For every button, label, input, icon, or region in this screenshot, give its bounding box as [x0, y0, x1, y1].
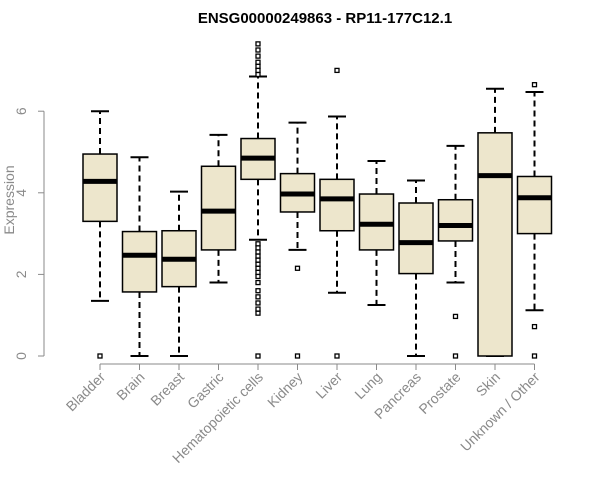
box-prostate [437, 144, 474, 359]
outlier-point [452, 313, 459, 320]
outlier-point [255, 249, 261, 255]
x-tick-label: Breast [147, 369, 187, 409]
outlier-point [255, 71, 261, 78]
outlier-point [452, 353, 459, 359]
iqr-box [477, 132, 513, 357]
outlier-point [255, 288, 261, 294]
box-lung [358, 159, 395, 306]
outlier-point [255, 310, 261, 316]
outlier-point [531, 323, 538, 330]
outlier-point [255, 41, 261, 47]
outlier-point [255, 306, 261, 312]
outlier-point [334, 67, 340, 74]
box-breast [161, 190, 197, 357]
outlier-point [531, 353, 538, 359]
outlier-point [255, 241, 261, 247]
outlier-point [255, 67, 261, 74]
outlier-point [255, 253, 261, 259]
outlier-point [255, 273, 261, 280]
outlier-point [255, 59, 261, 65]
chart-title: ENSG00000249863 - RP11-177C12.1 [198, 10, 452, 27]
box-hematopoietic-cells [240, 41, 276, 359]
iqr-box [200, 165, 237, 251]
outlier-point [294, 353, 301, 359]
box-kidney [279, 121, 316, 359]
x-tick-label: Liver [312, 369, 345, 402]
iqr-box [82, 153, 118, 223]
outlier-point [255, 265, 261, 271]
outlier-point [294, 265, 301, 271]
iqr-box [437, 198, 474, 242]
box-liver [319, 67, 355, 359]
box-group [82, 41, 553, 359]
outlier-point [255, 269, 261, 276]
outlier-point [255, 300, 261, 306]
outlier-point [255, 353, 261, 359]
outlier-point [255, 279, 261, 286]
outlier-point [255, 245, 261, 251]
outlier-point [255, 257, 261, 263]
outlier-point [334, 353, 340, 359]
box-brain [121, 156, 158, 357]
x-tick-label: Skin [473, 369, 504, 400]
iqr-box [398, 202, 434, 275]
x-tick-label: Brain [113, 369, 147, 403]
x-tick-label: Prostate [415, 369, 463, 417]
x-tick-label: Kidney [264, 369, 306, 411]
box-unknown-other [516, 82, 553, 359]
outlier-point [255, 47, 261, 53]
iqr-box [516, 175, 553, 235]
y-axis: 0 2 4 6 [13, 107, 45, 360]
outlier-point [531, 82, 538, 88]
box-pancreas [398, 179, 434, 357]
iqr-box [121, 230, 158, 293]
iqr-box [319, 178, 355, 232]
x-tick-label: Bladder [63, 369, 109, 415]
outlier-point [255, 63, 261, 69]
y-tick-label: 0 [13, 352, 29, 360]
box-bladder [82, 110, 118, 359]
y-axis-label: Expression [1, 165, 17, 234]
outlier-point [97, 353, 103, 359]
y-tick-label: 2 [13, 270, 29, 278]
x-tick-label: Lung [351, 369, 384, 402]
y-tick-label: 4 [13, 189, 29, 197]
outlier-point [255, 53, 261, 59]
box-gastric [200, 133, 237, 284]
outlier-point [255, 294, 261, 300]
y-tick-label: 6 [13, 107, 29, 115]
outlier-point [255, 261, 261, 267]
box-skin [477, 87, 513, 357]
